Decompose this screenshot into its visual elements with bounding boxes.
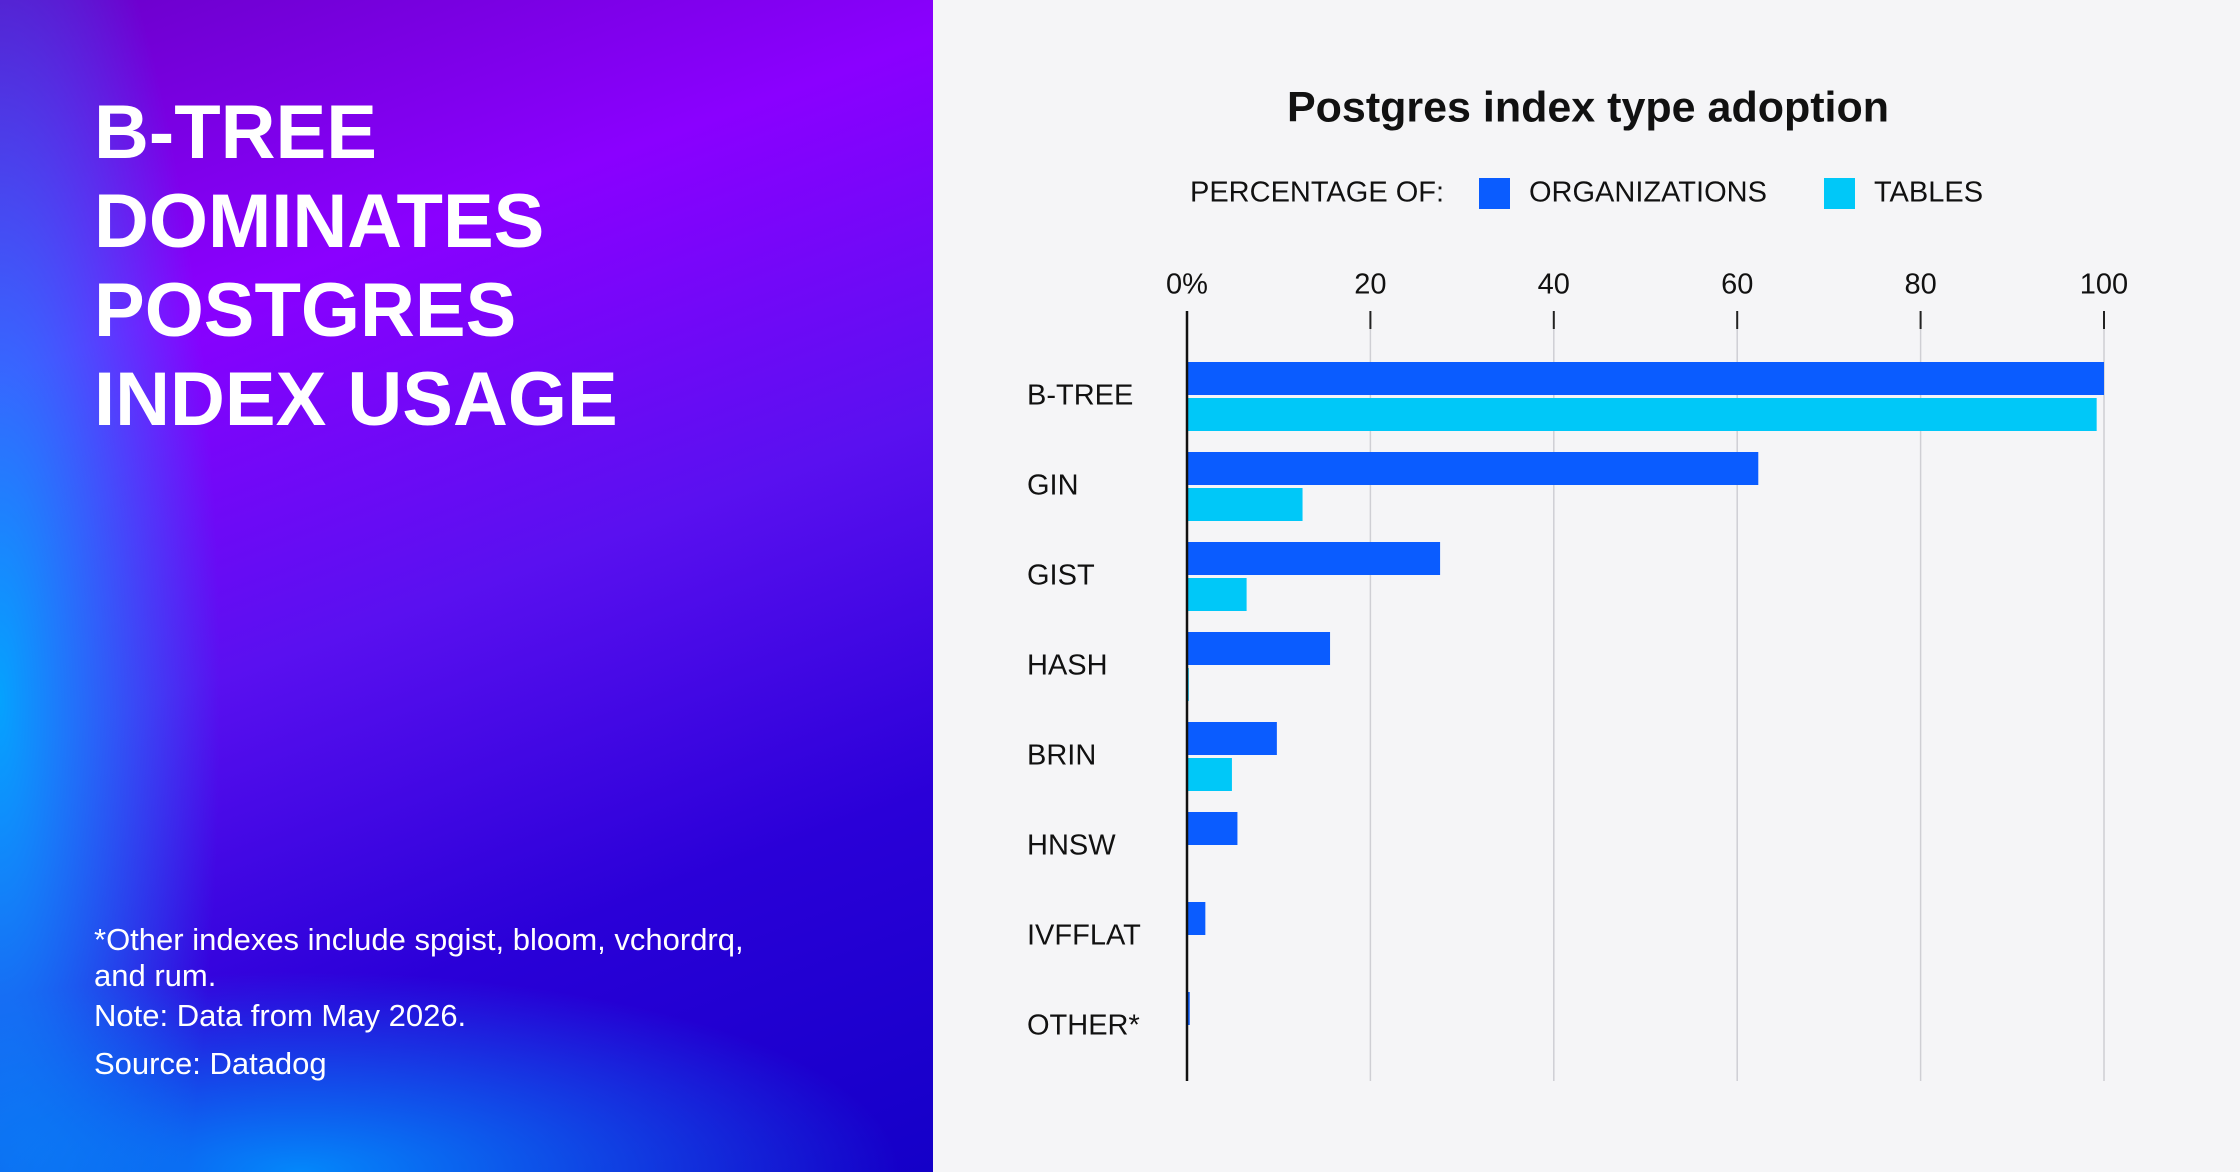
x-tick-label: 80 [1904,269,1936,301]
legend-label: PERCENTAGE OF: [1190,177,1444,209]
legend-label: ORGANIZATIONS [1529,177,1767,209]
legend-label: TABLES [1874,177,1983,209]
bar [1187,542,1441,575]
footnote: Source: Datadog [94,1046,327,1081]
bar [1187,362,2104,395]
bar [1187,632,1331,665]
y-tick-label: BRIN [1027,740,1096,772]
footnote: *Other indexes include spgist, bloom, vc… [94,922,744,993]
x-tick-label: 60 [1721,269,1753,301]
y-tick-label: OTHER* [1027,1010,1140,1042]
footnote: Note: Data from May 2026. [94,998,467,1033]
y-tick-label: GIN [1027,470,1079,502]
bar [1187,398,2097,431]
x-tick-label: 0% [1166,269,1208,301]
legend-swatch [1479,178,1510,209]
headline: B-TREE DOMINATES POSTGRES INDEX USAGE [94,90,618,442]
bar [1187,758,1232,791]
x-tick-label: 20 [1354,269,1386,301]
y-tick-label: HNSW [1027,830,1116,862]
bar [1187,722,1277,755]
side-panel: B-TREE DOMINATES POSTGRES INDEX USAGE *O… [0,0,933,1172]
chart-title: Postgres index type adoption [1287,83,1889,131]
y-tick-label: GIST [1027,560,1095,592]
bar [1187,578,1247,611]
bar [1187,992,1190,1025]
y-tick-label: B-TREE [1027,380,1133,412]
bar [1187,902,1206,935]
x-tick-label: 40 [1538,269,1570,301]
bar [1187,488,1303,521]
bar [1187,812,1238,845]
y-tick-label: HASH [1027,650,1108,682]
bar [1187,452,1759,485]
x-tick-label: 100 [2080,269,2128,301]
legend-swatch [1824,178,1855,209]
y-tick-label: IVFFLAT [1027,920,1141,952]
